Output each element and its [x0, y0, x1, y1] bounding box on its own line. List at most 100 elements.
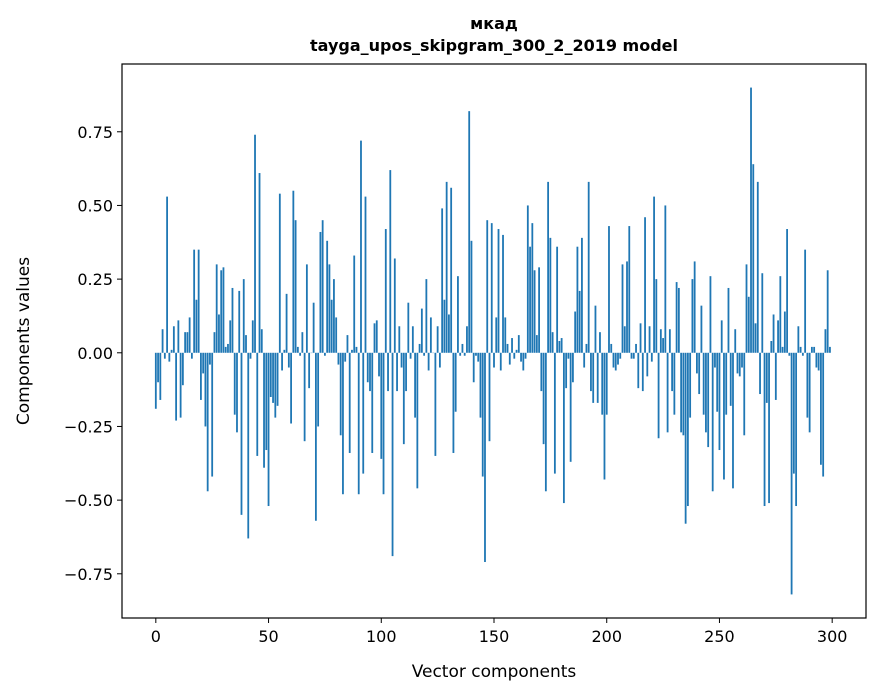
bar: [184, 332, 186, 353]
bar: [664, 205, 666, 352]
bar: [770, 341, 772, 353]
bar: [489, 353, 491, 441]
bar: [592, 353, 594, 403]
x-tick-label: 50: [258, 627, 278, 646]
bar: [554, 353, 556, 474]
bar: [353, 256, 355, 353]
bar: [813, 347, 815, 353]
bar: [428, 353, 430, 371]
chart-subtitle: tayga_upos_skipgram_300_2_2019 model: [310, 36, 678, 55]
bar: [270, 353, 272, 397]
bar: [561, 338, 563, 353]
bar: [385, 229, 387, 353]
bar: [214, 332, 216, 353]
bar: [182, 353, 184, 385]
bar: [673, 353, 675, 415]
bar: [793, 353, 795, 474]
bar: [682, 353, 684, 436]
bar: [613, 353, 615, 368]
bar: [493, 353, 495, 368]
bar: [398, 326, 400, 353]
bar: [164, 353, 166, 359]
bar: [719, 353, 721, 450]
bar: [324, 353, 326, 356]
bar: [371, 353, 373, 453]
bar: [486, 220, 488, 353]
bar: [281, 353, 283, 371]
bar: [511, 338, 513, 353]
bar: [423, 353, 425, 356]
bar: [245, 335, 247, 353]
bar: [439, 353, 441, 368]
bar: [734, 329, 736, 353]
bar: [800, 347, 802, 353]
bar: [265, 353, 267, 450]
bar: [556, 247, 558, 353]
bar: [622, 264, 624, 352]
bar: [313, 303, 315, 353]
bar: [466, 326, 468, 353]
bar: [319, 232, 321, 353]
y-tick-label: −0.75: [64, 565, 113, 584]
bar: [223, 267, 225, 352]
bar: [809, 353, 811, 433]
bar: [543, 353, 545, 444]
bar: [380, 353, 382, 459]
bar: [590, 353, 592, 391]
bar: [768, 353, 770, 503]
bar: [651, 353, 653, 362]
bar: [829, 347, 831, 353]
bar: [331, 300, 333, 353]
bar: [157, 353, 159, 382]
bar: [547, 182, 549, 353]
bar: [545, 353, 547, 492]
bar: [200, 353, 202, 400]
bar: [448, 314, 450, 352]
bar: [358, 353, 360, 494]
bar: [401, 353, 403, 368]
bar: [797, 326, 799, 353]
x-axis-label: Vector components: [412, 662, 577, 682]
bar: [376, 320, 378, 352]
bar: [721, 320, 723, 352]
bar: [268, 353, 270, 506]
bar: [468, 111, 470, 353]
bar: [425, 279, 427, 353]
bar: [261, 329, 263, 353]
bar: [471, 241, 473, 353]
x-tick-label: 150: [479, 627, 510, 646]
bar: [795, 353, 797, 506]
bar: [495, 317, 497, 352]
x-tick-label: 300: [817, 627, 848, 646]
bar: [655, 279, 657, 353]
bar: [274, 353, 276, 418]
bar: [227, 344, 229, 353]
bar: [788, 353, 790, 356]
bar: [482, 353, 484, 477]
bar: [374, 323, 376, 352]
bar: [175, 353, 177, 421]
bar: [710, 276, 712, 353]
bar: [570, 353, 572, 462]
bar: [703, 353, 705, 415]
bar: [195, 300, 197, 353]
y-tick-label: −0.50: [64, 491, 113, 510]
bar: [159, 353, 161, 400]
bar: [705, 353, 707, 433]
bar: [701, 306, 703, 353]
bar: [225, 347, 227, 353]
bar: [389, 170, 391, 353]
bar: [617, 353, 619, 365]
bar: [464, 353, 466, 356]
bar: [412, 326, 414, 353]
bar: [211, 353, 213, 477]
bar: [694, 261, 696, 352]
bar: [335, 317, 337, 352]
bar: [619, 353, 621, 359]
bar: [349, 353, 351, 453]
bar: [509, 353, 511, 365]
bars-group: [155, 88, 831, 595]
bar: [362, 353, 364, 474]
y-tick-label: −0.25: [64, 417, 113, 436]
bar: [504, 317, 506, 352]
